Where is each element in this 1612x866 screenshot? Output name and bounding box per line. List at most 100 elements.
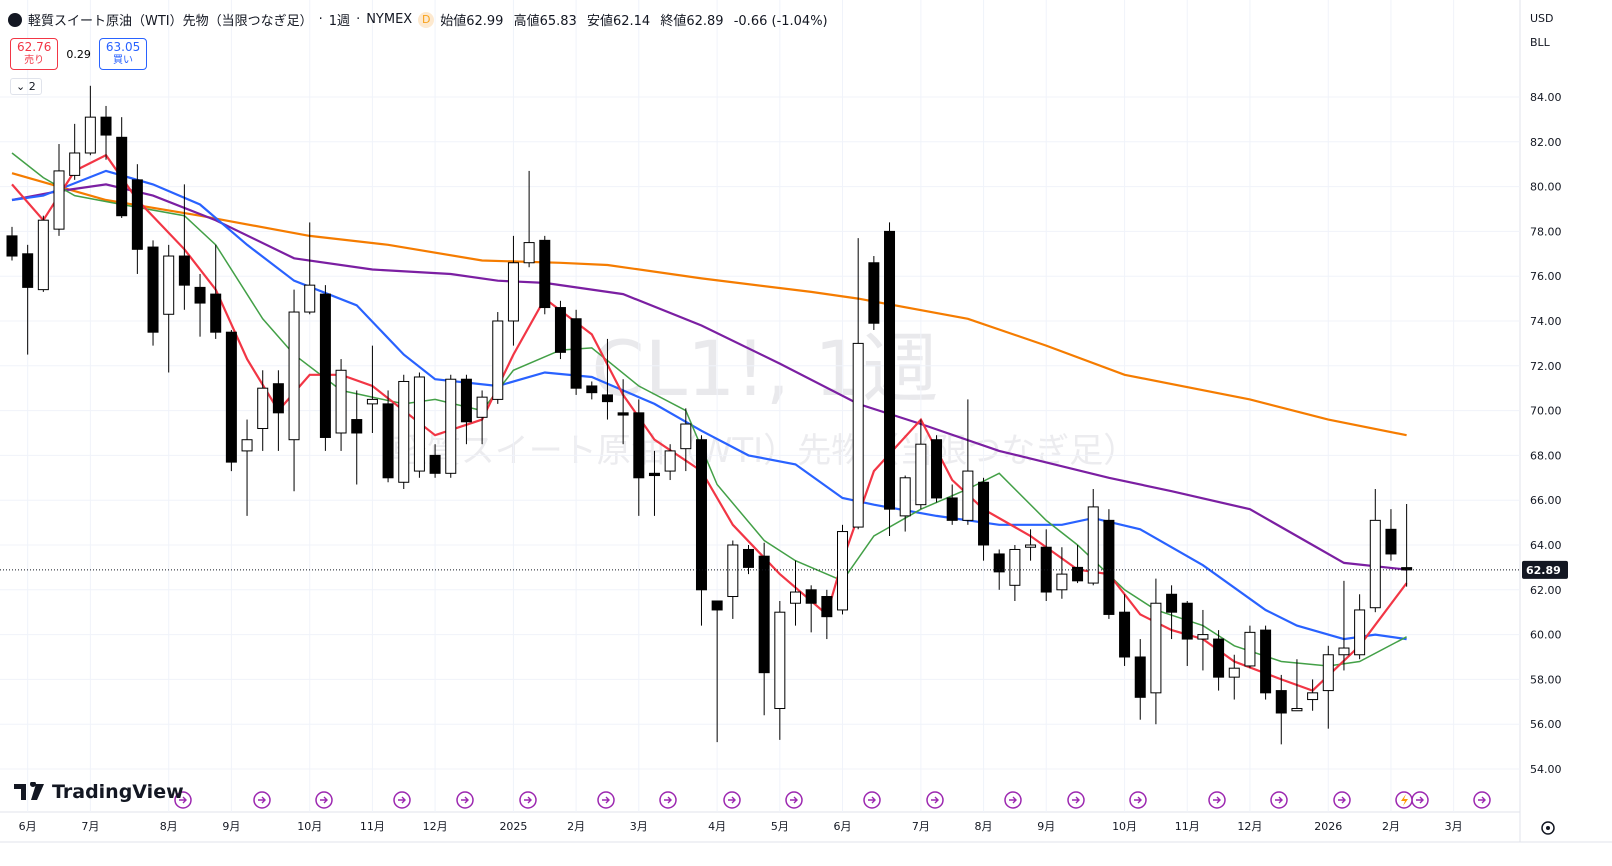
event-marker[interactable] bbox=[1411, 791, 1429, 809]
candle-body bbox=[116, 136, 128, 217]
candle-body bbox=[69, 152, 81, 176]
event-arrow bbox=[1009, 796, 1017, 804]
ohlc-label: 終値 bbox=[660, 14, 687, 29]
event-marker[interactable] bbox=[174, 791, 192, 809]
candle-body bbox=[1166, 593, 1178, 613]
indicator-count: 2 bbox=[28, 80, 36, 93]
header: 軽質スイート原油（WTI）先物（当限つなぎ足） · 1週 · NYMEX D 始… bbox=[8, 10, 828, 29]
candle-body bbox=[1401, 567, 1413, 571]
candle-body bbox=[837, 531, 849, 611]
candle-body bbox=[680, 423, 692, 450]
event-marker[interactable] bbox=[519, 791, 537, 809]
event-arrow bbox=[179, 796, 187, 804]
x-tick-label: 2025 bbox=[499, 820, 527, 833]
event-marker[interactable] bbox=[315, 791, 333, 809]
currency[interactable]: USD bbox=[1530, 12, 1554, 25]
candle-body bbox=[1338, 647, 1350, 656]
candle-body bbox=[241, 439, 253, 452]
y-tick-label: 74.00 bbox=[1530, 315, 1562, 328]
x-tick-label: 11月 bbox=[1175, 820, 1200, 833]
candle-body bbox=[53, 170, 65, 230]
candle-body bbox=[1134, 656, 1146, 698]
last-price-tag bbox=[1522, 560, 1568, 579]
event-marker[interactable] bbox=[1473, 791, 1491, 809]
y-tick-label: 84.00 bbox=[1530, 91, 1562, 104]
event-arrow bbox=[461, 796, 469, 804]
y-tick-label: 70.00 bbox=[1530, 405, 1562, 418]
candle-body bbox=[570, 318, 582, 389]
candle-body bbox=[695, 439, 707, 591]
event-arrow bbox=[524, 796, 532, 804]
ma-line bbox=[11, 172, 1407, 437]
candle-body bbox=[1119, 611, 1131, 658]
candle-body bbox=[946, 497, 958, 521]
candle-body bbox=[821, 596, 833, 618]
buy-button[interactable]: 63.05 買い bbox=[98, 38, 148, 70]
sell-label: 売り bbox=[24, 55, 45, 66]
candle-body bbox=[147, 246, 159, 333]
event-marker[interactable] bbox=[863, 791, 881, 809]
sell-price: 62.76 bbox=[17, 40, 52, 54]
candle-body bbox=[1322, 654, 1334, 692]
event-arrow bbox=[398, 796, 406, 804]
ma-line bbox=[11, 153, 1408, 692]
event-marker[interactable] bbox=[926, 791, 944, 809]
watermark-name: 軽質スイート原油（WTI）先物（当限つなぎ足） bbox=[393, 431, 1137, 471]
y-tick-label: 58.00 bbox=[1530, 673, 1562, 686]
candle-body bbox=[100, 116, 112, 136]
event-arrow bbox=[258, 796, 266, 804]
event-marker bbox=[1395, 791, 1413, 809]
candle-body bbox=[727, 544, 739, 598]
sell-button[interactable]: 62.76 売り bbox=[10, 38, 59, 70]
settings-button[interactable] bbox=[1541, 821, 1555, 835]
x-tick-label: 12月 bbox=[423, 820, 448, 833]
candle-body bbox=[899, 477, 911, 517]
candle-body bbox=[413, 376, 425, 472]
x-tick-label: 4月 bbox=[708, 820, 726, 833]
indicator-toggle[interactable]: ⌄ 2 bbox=[10, 78, 42, 95]
candle-body bbox=[1025, 544, 1037, 548]
x-tick-label: 3月 bbox=[630, 820, 648, 833]
logo[interactable]: TradingView bbox=[14, 781, 184, 803]
candle-body bbox=[210, 293, 222, 333]
candle-body bbox=[915, 443, 927, 506]
candle-body bbox=[178, 255, 190, 286]
ohlc-label: 始値 bbox=[440, 14, 467, 29]
event-marker[interactable] bbox=[785, 791, 803, 809]
candle-body bbox=[742, 548, 754, 568]
candle-body bbox=[1354, 609, 1366, 656]
candle-body bbox=[758, 555, 770, 674]
event-arrow bbox=[1338, 796, 1346, 804]
ohlc-value: 62.89 bbox=[686, 14, 724, 29]
candle-body bbox=[711, 600, 723, 611]
y-tick-label: 76.00 bbox=[1530, 270, 1562, 283]
candle-body bbox=[507, 262, 519, 322]
event-marker[interactable] bbox=[456, 791, 474, 809]
y-tick-label: 62.00 bbox=[1530, 584, 1562, 597]
event-marker[interactable] bbox=[393, 791, 411, 809]
candle-body bbox=[554, 307, 566, 353]
event-arrow bbox=[1478, 796, 1486, 804]
event-marker[interactable] bbox=[253, 791, 271, 809]
event-marker[interactable] bbox=[1129, 791, 1147, 809]
event-marker[interactable] bbox=[1004, 791, 1022, 809]
candle-body bbox=[1197, 634, 1209, 640]
candle-body bbox=[1228, 667, 1240, 678]
event-marker[interactable] bbox=[1270, 791, 1288, 809]
event-marker[interactable] bbox=[1208, 791, 1226, 809]
candle-body bbox=[774, 611, 786, 710]
watermark-symbol: CL1!, 1週 bbox=[592, 324, 939, 413]
symbol-title[interactable]: 軽質スイート原油（WTI）先物（当限つなぎ足） bbox=[28, 14, 313, 29]
event-arrow bbox=[602, 796, 610, 804]
unit[interactable]: BLL bbox=[1530, 36, 1550, 49]
candle-body bbox=[790, 591, 801, 604]
event-marker[interactable] bbox=[1333, 791, 1351, 809]
candle-body bbox=[304, 284, 316, 313]
event-marker[interactable] bbox=[1067, 791, 1085, 809]
separator: · bbox=[318, 12, 323, 27]
event-marker[interactable] bbox=[597, 791, 615, 809]
ma-line bbox=[11, 169, 1407, 641]
event-marker[interactable] bbox=[723, 791, 741, 809]
interval[interactable]: 1週 bbox=[328, 14, 351, 29]
event-marker[interactable] bbox=[659, 791, 677, 809]
